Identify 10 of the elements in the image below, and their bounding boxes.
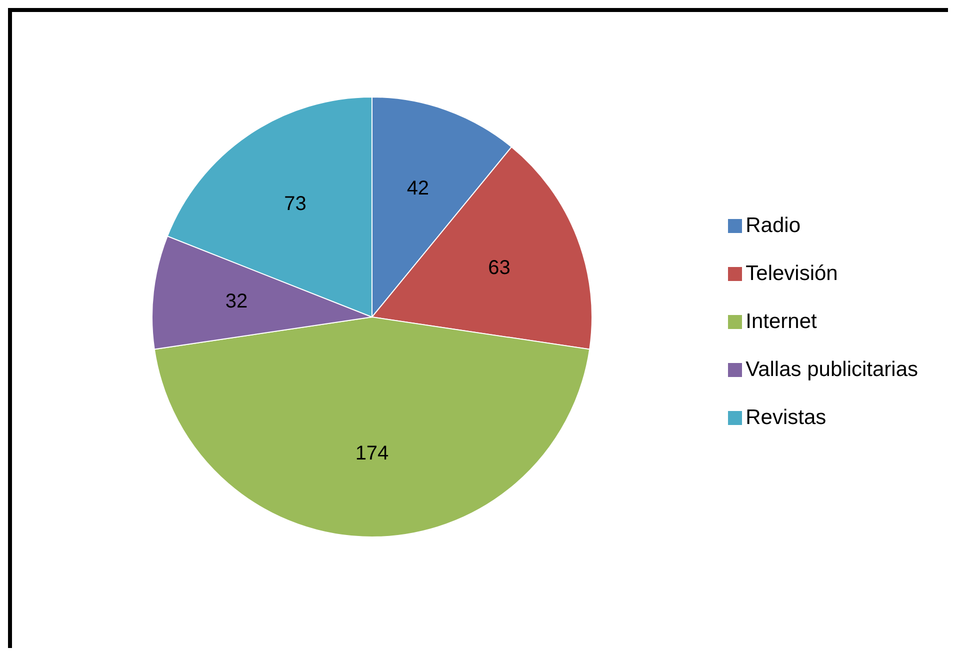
legend-label: Internet — [746, 310, 817, 333]
legend-label: Radio — [746, 214, 801, 237]
data-label: 73 — [284, 193, 306, 216]
data-label: 42 — [406, 178, 430, 200]
legend-label: Revistas — [746, 406, 826, 429]
data-label: 32 — [225, 290, 248, 312]
legend-label: Televisión — [746, 262, 838, 285]
data-label: 63 — [488, 256, 510, 279]
legend-label: Vallas publicitarias — [746, 358, 918, 381]
data-label: 174 — [355, 442, 389, 464]
